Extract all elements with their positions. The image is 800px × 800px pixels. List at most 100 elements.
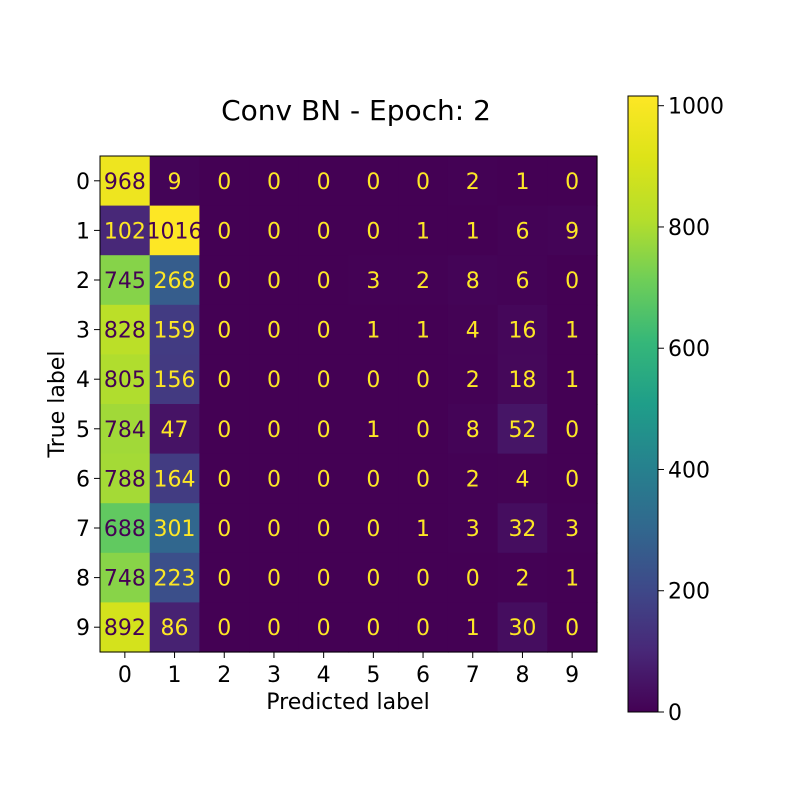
- cell-label-r6-c9: 0: [565, 467, 579, 492]
- cell-label-r4-c0: 805: [104, 368, 146, 393]
- heatmap-cell-r0-c4: [298, 156, 350, 207]
- cell-label-r7-c3: 0: [267, 517, 281, 542]
- heatmap-cell-r6-c4: [298, 453, 350, 504]
- heatmap-cell-r5-c3: [249, 404, 300, 455]
- cell-label-r8-c5: 0: [366, 567, 380, 592]
- heatmap-cell-r7-c0: [100, 503, 151, 554]
- heatmap-cell-r9-c3: [249, 602, 300, 653]
- cell-label-r3-c4: 0: [317, 319, 331, 344]
- heatmap-cell-r7-c3: [249, 503, 300, 554]
- y-tick-label-2: 2: [76, 269, 90, 294]
- y-tick-label-4: 4: [76, 368, 90, 393]
- heatmap-cell-r9-c5: [348, 602, 399, 653]
- heatmap-cell-r1-c8: [497, 205, 548, 256]
- cell-label-r1-c6: 1: [416, 219, 430, 244]
- heatmap-cell-r2-c9: [547, 255, 598, 306]
- heatmap-cell-r8-c7: [447, 552, 499, 603]
- heatmap-cell-r5-c9: [547, 404, 598, 455]
- heatmap-cell-r7-c9: [547, 503, 598, 554]
- cell-label-r0-c0: 968: [104, 170, 146, 195]
- y-tick-label-6: 6: [76, 467, 90, 492]
- cell-label-r3-c8: 16: [508, 319, 536, 344]
- heatmap-cell-r7-c5: [348, 503, 399, 554]
- heatmap-cell-r3-c6: [398, 304, 449, 355]
- cell-label-r1-c0: 102: [104, 219, 146, 244]
- heatmap-cell-r2-c4: [298, 255, 350, 306]
- heatmap-cell-r8-c1: [149, 552, 200, 603]
- y-tick-label-5: 5: [76, 418, 90, 443]
- x-tick-label-2: 2: [217, 663, 231, 688]
- cell-label-r9-c5: 0: [366, 616, 380, 641]
- cell-label-r5-c5: 1: [366, 418, 380, 443]
- heatmap-cell-r1-c1: [149, 205, 200, 256]
- heatmap-cell-r9-c9: [547, 602, 598, 653]
- heatmap-cell-r8-c2: [199, 552, 250, 603]
- x-axis-label: Predicted label: [266, 690, 429, 715]
- cell-label-r6-c0: 788: [104, 467, 146, 492]
- cell-label-r7-c6: 1: [416, 517, 430, 542]
- cell-label-r5-c3: 0: [267, 418, 281, 443]
- cell-label-r6-c4: 0: [317, 467, 331, 492]
- heatmap-cell-r2-c3: [249, 255, 300, 306]
- cell-label-r1-c7: 1: [466, 219, 480, 244]
- cell-label-r6-c3: 0: [267, 467, 281, 492]
- cell-label-r7-c8: 32: [508, 517, 536, 542]
- x-tick-label-4: 4: [317, 663, 331, 688]
- cell-label-r0-c2: 0: [217, 170, 231, 195]
- cell-label-r8-c7: 0: [466, 567, 480, 592]
- heatmap-cell-r0-c0: [100, 156, 151, 207]
- cell-label-r3-c9: 1: [565, 319, 579, 344]
- y-tick-label-3: 3: [76, 319, 90, 344]
- heatmap-cell-r9-c6: [398, 602, 449, 653]
- cell-label-r5-c8: 52: [508, 418, 536, 443]
- heatmap-cell-r4-c5: [348, 354, 399, 405]
- y-tick-label-0: 0: [76, 170, 90, 195]
- heatmap-cell-r1-c4: [298, 205, 350, 256]
- cell-label-r2-c3: 0: [267, 269, 281, 294]
- cell-label-r9-c0: 892: [104, 616, 146, 641]
- heatmap-cell-r6-c2: [199, 453, 250, 504]
- cell-label-r1-c2: 0: [217, 219, 231, 244]
- heatmap-cell-r9-c7: [447, 602, 499, 653]
- cell-label-r5-c6: 0: [416, 418, 430, 443]
- colorbar-tick-label-0: 0: [668, 701, 682, 726]
- cell-label-r5-c1: 47: [161, 418, 189, 443]
- cell-label-r4-c8: 18: [508, 368, 536, 393]
- cell-label-r7-c0: 688: [104, 517, 146, 542]
- heatmap-cell-r1-c5: [348, 205, 399, 256]
- heatmap-cell-r0-c6: [398, 156, 449, 207]
- heatmap-cell-r7-c8: [497, 503, 548, 554]
- heatmap-cell-r7-c4: [298, 503, 350, 554]
- cell-label-r2-c9: 0: [565, 269, 579, 294]
- y-tick-label-1: 1: [76, 219, 90, 244]
- cell-label-r2-c2: 0: [217, 269, 231, 294]
- heatmap-cell-r2-c8: [497, 255, 548, 306]
- heatmap-cell-r4-c7: [447, 354, 499, 405]
- heatmap-cell-r4-c6: [398, 354, 449, 405]
- heatmap-cell-r5-c0: [100, 404, 151, 455]
- heatmap-cell-r3-c8: [497, 304, 548, 355]
- colorbar: [627, 95, 659, 713]
- heatmap-cell-r8-c0: [100, 552, 151, 603]
- heatmap-cell-r9-c8: [497, 602, 548, 653]
- x-tick-label-1: 1: [168, 663, 182, 688]
- y-tick-label-8: 8: [76, 567, 90, 592]
- cell-label-r6-c8: 4: [515, 467, 529, 492]
- colorbar-tick-label-1000: 1000: [668, 95, 724, 120]
- heatmap-cell-r2-c7: [447, 255, 499, 306]
- cell-label-r3-c1: 159: [154, 319, 196, 344]
- heatmap-cell-r6-c7: [447, 453, 499, 504]
- heatmap-cell-r4-c4: [298, 354, 350, 405]
- cell-label-r7-c7: 3: [466, 517, 480, 542]
- heatmap-cell-r1-c0: [100, 205, 151, 256]
- cell-label-r9-c9: 0: [565, 616, 579, 641]
- colorbar-tick-label-600: 600: [668, 337, 710, 362]
- heatmap-cell-r5-c5: [348, 404, 399, 455]
- heatmap-cell-r5-c2: [199, 404, 250, 455]
- cell-label-r7-c2: 0: [217, 517, 231, 542]
- cell-label-r2-c1: 268: [154, 269, 196, 294]
- cell-label-r6-c1: 164: [154, 467, 196, 492]
- cell-label-r1-c4: 0: [317, 219, 331, 244]
- cell-label-r2-c0: 745: [104, 269, 146, 294]
